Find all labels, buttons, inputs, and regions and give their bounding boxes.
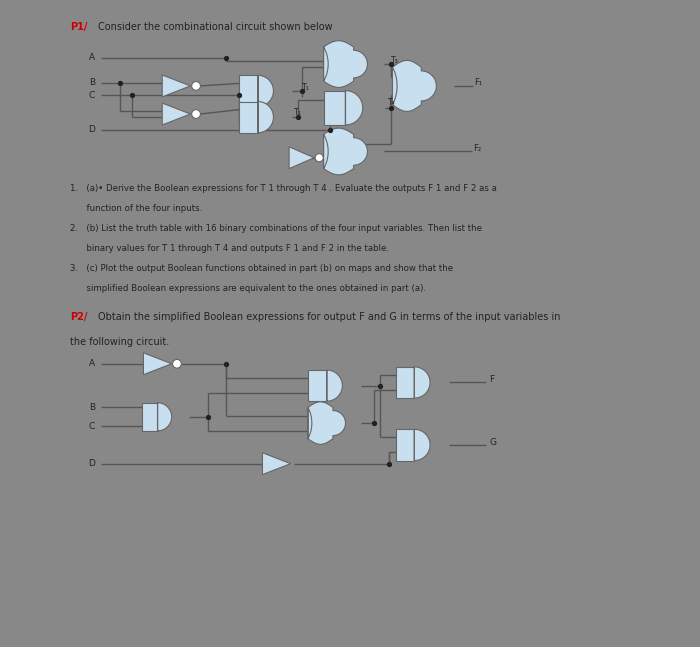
Text: G: G: [489, 438, 496, 447]
Polygon shape: [414, 430, 430, 461]
Polygon shape: [289, 147, 314, 169]
Polygon shape: [258, 102, 274, 133]
Text: T₁: T₁: [302, 83, 310, 93]
Polygon shape: [142, 403, 158, 431]
Polygon shape: [395, 367, 414, 398]
Circle shape: [173, 359, 181, 368]
Polygon shape: [239, 102, 258, 133]
Text: B: B: [89, 403, 95, 412]
Polygon shape: [346, 91, 363, 125]
Polygon shape: [144, 353, 172, 375]
Polygon shape: [262, 453, 290, 475]
Text: simplified Boolean expressions are equivalent to the ones obtained in part (a).: simplified Boolean expressions are equiv…: [70, 284, 426, 293]
Text: T₃: T₃: [391, 56, 399, 65]
Circle shape: [192, 109, 200, 118]
Text: T₂: T₂: [293, 107, 301, 116]
Text: F₁: F₁: [475, 78, 483, 87]
Circle shape: [315, 154, 323, 162]
Text: Consider the combinational circuit shown below: Consider the combinational circuit shown…: [98, 21, 332, 32]
Polygon shape: [323, 41, 368, 87]
Text: function of the four inputs.: function of the four inputs.: [70, 204, 202, 214]
Text: 3.   (c) Plot the output Boolean functions obtained in part (b) on maps and show: 3. (c) Plot the output Boolean functions…: [70, 265, 453, 274]
Circle shape: [192, 82, 200, 91]
Polygon shape: [162, 103, 190, 125]
Text: P2/: P2/: [70, 312, 88, 322]
Text: the following circuit.: the following circuit.: [70, 337, 169, 347]
Text: C: C: [89, 422, 95, 431]
Text: F: F: [489, 375, 495, 384]
Polygon shape: [395, 430, 414, 461]
Text: B: B: [89, 78, 95, 87]
Polygon shape: [323, 128, 368, 175]
Text: Obtain the simplified Boolean expressions for output F and G in terms of the inp: Obtain the simplified Boolean expression…: [98, 312, 561, 322]
Polygon shape: [162, 75, 190, 97]
Text: F₂: F₂: [473, 144, 482, 153]
Polygon shape: [414, 367, 430, 398]
Polygon shape: [393, 60, 436, 111]
Polygon shape: [323, 91, 346, 125]
Polygon shape: [258, 75, 274, 107]
Text: P1/: P1/: [70, 21, 88, 32]
Text: T₄: T₄: [388, 98, 395, 107]
Polygon shape: [327, 370, 342, 401]
Text: A: A: [89, 53, 95, 62]
Text: 2.   (b) List the truth table with 16 binary combinations of the four input vari: 2. (b) List the truth table with 16 bina…: [70, 225, 482, 234]
Text: binary values for T 1 through T 4 and outputs F 1 and F 2 in the table.: binary values for T 1 through T 4 and ou…: [70, 245, 389, 254]
Polygon shape: [158, 403, 172, 431]
Text: C: C: [89, 91, 95, 100]
Polygon shape: [239, 75, 258, 107]
Text: A: A: [89, 359, 95, 368]
Polygon shape: [308, 370, 327, 401]
Text: 1.   (a)• Derive the Boolean expressions for T 1 through T 4 . Evaluate the outp: 1. (a)• Derive the Boolean expressions f…: [70, 184, 497, 193]
Polygon shape: [308, 402, 346, 444]
Text: D: D: [88, 125, 95, 134]
Text: D: D: [88, 459, 95, 468]
